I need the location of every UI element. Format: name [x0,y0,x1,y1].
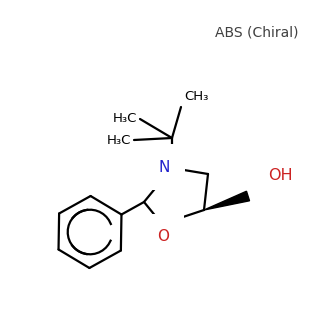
Text: OH: OH [268,167,292,182]
Polygon shape [204,191,250,210]
Text: N: N [158,160,170,175]
Text: O: O [157,229,169,244]
Text: CH₃: CH₃ [184,90,208,103]
Text: H₃C: H₃C [107,134,131,146]
Text: ABS (Chiral): ABS (Chiral) [215,25,298,39]
Text: H₃C: H₃C [113,112,137,126]
